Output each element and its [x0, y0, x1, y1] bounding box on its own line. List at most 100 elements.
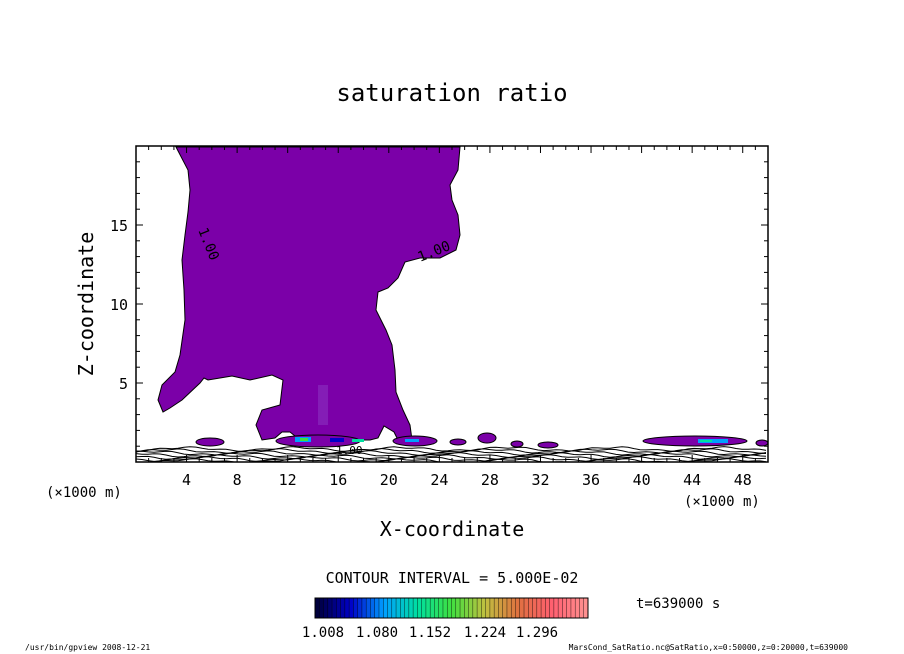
x-tick-label: 32 [531, 471, 549, 489]
contour-line [136, 454, 767, 460]
colorbar-swatch [485, 598, 491, 618]
spot [300, 438, 308, 441]
spot [352, 439, 364, 442]
colorbar-swatch [400, 598, 405, 618]
colorbar-tick-label: 1.152 [409, 625, 451, 641]
colorbar-swatch [558, 598, 563, 618]
colorbar-swatch [511, 598, 516, 618]
colorbar-swatch [357, 598, 363, 618]
colorbar-swatch [434, 598, 440, 618]
colorbar-tick-label: 1.008 [302, 625, 344, 641]
chart-title: saturation ratio [336, 79, 567, 107]
colorbar-swatch [464, 598, 469, 618]
colorbar-swatch [562, 598, 567, 618]
spot [330, 438, 344, 442]
blob [755, 439, 768, 447]
colorbar-swatch [396, 598, 401, 618]
colorbar-swatch [383, 598, 388, 618]
colorbar-swatch [545, 598, 550, 618]
y-tick-label: 15 [110, 217, 128, 235]
colorbar-swatch [549, 598, 555, 618]
spot [405, 439, 419, 442]
contour-label: 1.00 [336, 444, 363, 457]
colorbar-swatch [344, 598, 350, 618]
colorbar-swatch [315, 598, 320, 618]
colorbar-swatch [442, 598, 448, 618]
x-tick-label: 8 [233, 471, 242, 489]
colorbar-swatch [430, 598, 435, 618]
colorbar-swatch [413, 598, 418, 618]
y-axis: 5 10 15 [110, 161, 768, 447]
y-axis-label: Z-coordinate [74, 232, 98, 377]
colorbar-swatch [532, 598, 538, 618]
colorbar-swatch [332, 598, 337, 618]
footer-right: MarsCond_SatRatio.nc@SatRatio,x=0:50000,… [569, 643, 849, 652]
contour-line [136, 456, 767, 462]
colorbar-swatch [417, 598, 422, 618]
colorbar-swatch [374, 598, 380, 618]
colorbar [314, 598, 589, 618]
colorbar-swatch [528, 598, 533, 618]
colorbar-swatch [541, 598, 546, 618]
high-saturation-spots [295, 385, 728, 443]
colorbar-swatch [378, 598, 384, 618]
blob [642, 435, 748, 447]
colorbar-swatch [451, 598, 457, 618]
colorbar-swatch [502, 598, 508, 618]
time-label: t=639000 s [636, 596, 720, 612]
colorbar-swatch [361, 598, 367, 618]
colorbar-swatch [579, 598, 585, 618]
x-tick-label: 28 [481, 471, 499, 489]
colorbar-swatch [570, 598, 576, 618]
colorbar-swatch [575, 598, 580, 618]
colorbar-swatch [340, 598, 346, 618]
x-tick-label: 16 [329, 471, 347, 489]
x-unit-label: (×1000 m) [684, 494, 760, 510]
blob [510, 440, 524, 448]
colorbar-frame [314, 597, 589, 619]
colorbar-swatch [349, 598, 354, 618]
saturation-region [157, 146, 461, 441]
colorbar-swatch [421, 598, 427, 618]
blob [477, 432, 497, 444]
blob [195, 437, 225, 447]
colorbar-swatch [447, 598, 452, 618]
colorbar-swatch [455, 598, 461, 618]
z-unit-label: (×1000 m) [46, 485, 122, 501]
colorbar-swatch [336, 598, 341, 618]
spot [700, 440, 712, 442]
colorbar-swatch [583, 598, 589, 618]
colorbar-tick-label: 1.080 [356, 625, 398, 641]
x-tick-label: 36 [582, 471, 600, 489]
colorbar-swatch [481, 598, 486, 618]
colorbar-swatch [387, 598, 393, 618]
colorbar-swatch [506, 598, 512, 618]
surface-blobs [195, 432, 768, 449]
colorbar-swatch [468, 598, 474, 618]
x-tick-label: 20 [380, 471, 398, 489]
colorbar-tick-label: 1.296 [516, 625, 558, 641]
x-tick-label: 44 [683, 471, 701, 489]
colorbar-swatch [494, 598, 499, 618]
colorbar-swatch [472, 598, 478, 618]
spot [698, 439, 728, 443]
footer-left: /usr/bin/gpview 2008-12-21 [25, 643, 150, 652]
colorbar-swatch [327, 598, 333, 618]
colorbar-swatch [489, 598, 495, 618]
colorbar-swatch [408, 598, 414, 618]
y-tick-label: 10 [110, 296, 128, 314]
colorbar-swatch [519, 598, 525, 618]
contour-interval: CONTOUR INTERVAL = 5.000E-02 [326, 569, 579, 587]
colorbar-swatch [404, 598, 410, 618]
x-tick-label: 40 [633, 471, 651, 489]
x-tick-label: 4 [182, 471, 191, 489]
contour-line [136, 446, 767, 452]
colorbar-swatch [536, 598, 542, 618]
x-axis: 4 8 12 16 20 24 28 32 36 40 44 48 [148, 146, 756, 489]
colorbar-swatch [477, 598, 482, 618]
colorbar-swatch [498, 598, 503, 618]
colorbar-ticks: 1.008 1.080 1.152 1.224 1.296 [302, 625, 558, 641]
colorbar-swatch [353, 598, 358, 618]
colorbar-swatch [391, 598, 397, 618]
